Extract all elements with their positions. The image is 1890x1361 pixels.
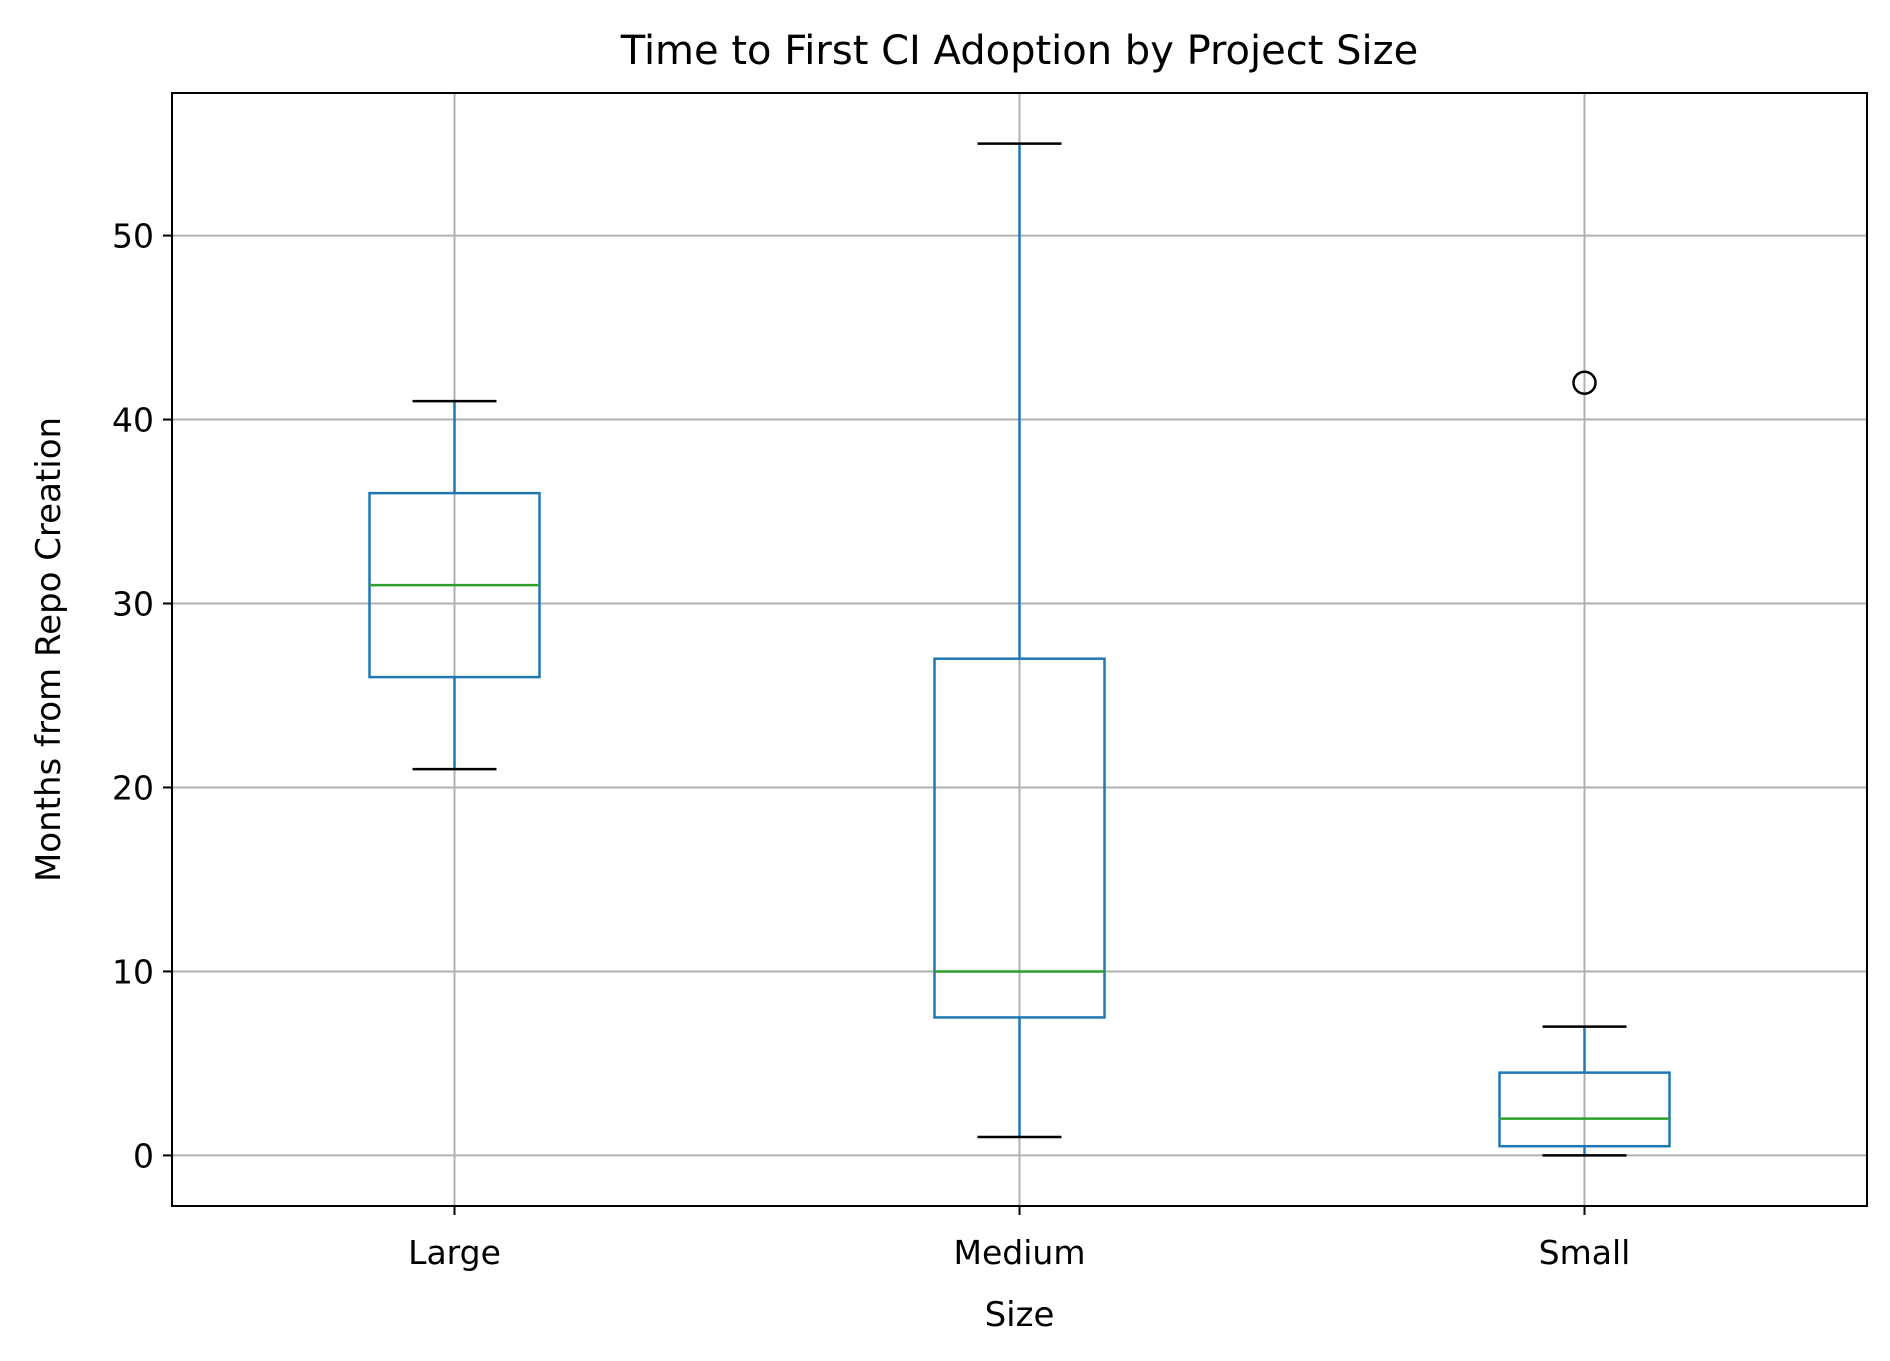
y-tick-label: 40 xyxy=(112,401,154,440)
box-large xyxy=(368,399,541,771)
y-tick-label: 50 xyxy=(112,217,154,256)
box-series xyxy=(368,142,1671,1157)
x-tick-label: Medium xyxy=(954,1233,1086,1272)
y-axis-label: Months from Repo Creation xyxy=(29,417,69,882)
x-axis-ticks: Large Medium Small xyxy=(408,1206,1630,1272)
iqr-box xyxy=(1498,1071,1671,1148)
x-tick-label: Large xyxy=(408,1233,501,1272)
chart-title: Time to First CI Adoption by Project Siz… xyxy=(620,28,1419,74)
outlier-point xyxy=(1572,370,1597,395)
x-axis-label: Size xyxy=(985,1295,1055,1335)
box-small xyxy=(1498,370,1671,1157)
x-tick-label: Small xyxy=(1539,1233,1631,1272)
y-tick-label: 30 xyxy=(112,585,154,624)
box-medium xyxy=(933,142,1106,1139)
y-tick-label: 0 xyxy=(133,1136,154,1175)
y-tick-label: 20 xyxy=(112,768,154,807)
y-tick-label: 10 xyxy=(112,952,154,991)
iqr-box xyxy=(933,657,1106,1019)
y-axis-ticks: 0 10 20 30 40 50 xyxy=(112,217,172,1175)
